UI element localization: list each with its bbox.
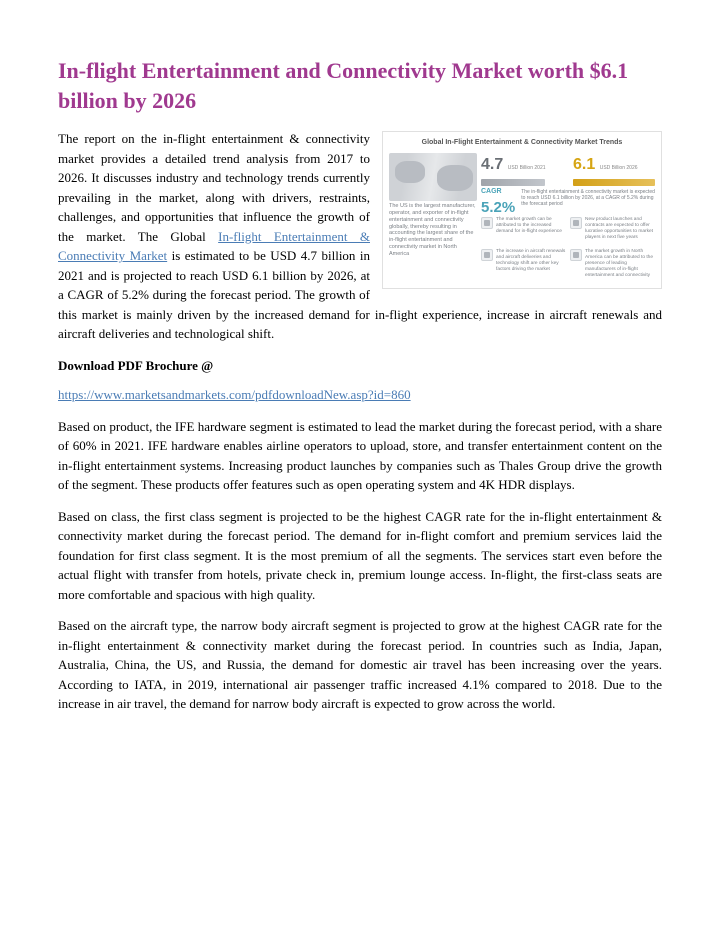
world-map-icon — [389, 153, 477, 201]
bar-2021 — [481, 179, 545, 186]
trend-text: The market growth in North America can b… — [585, 249, 655, 279]
value-2026-unit: USD Billion 2026 — [600, 165, 638, 171]
value-2021-number: 4.7 — [481, 156, 503, 173]
value-2021: 4.7 USD Billion 2021 — [481, 153, 563, 186]
trend-icon — [570, 249, 582, 261]
trend-icon — [570, 217, 582, 229]
page-title: In-flight Entertainment and Connectivity… — [58, 56, 662, 115]
value-2026: 6.1 USD Billion 2026 — [573, 153, 655, 186]
trend-icon — [481, 217, 493, 229]
class-paragraph: Based on class, the first class segment … — [58, 507, 662, 605]
aircraft-paragraph: Based on the aircraft type, the narrow b… — [58, 616, 662, 714]
download-label: Download PDF Brochure @ — [58, 356, 662, 376]
product-paragraph: Based on product, the IFE hardware segme… — [58, 417, 662, 495]
trend-text: The market growth can be attributed to t… — [496, 217, 566, 235]
infographic-left-text: The US is the largest manufacturer, oper… — [389, 203, 477, 283]
value-2026-number: 6.1 — [573, 156, 595, 173]
value-2021-unit: USD Billion 2021 — [508, 165, 546, 171]
bar-2026 — [573, 179, 655, 186]
intro-text-1: The report on the in-flight entertainmen… — [58, 131, 370, 244]
market-trends-infographic: Global In-Flight Entertainment & Connect… — [382, 131, 662, 289]
cagr-label: CAGR — [481, 187, 515, 198]
trend-text: The increase in aircraft renewals and ai… — [496, 249, 566, 273]
infographic-title: Global In-Flight Entertainment & Connect… — [389, 138, 655, 149]
download-pdf-link[interactable]: https://www.marketsandmarkets.com/pdfdow… — [58, 387, 411, 402]
intro-section: Global In-Flight Entertainment & Connect… — [58, 129, 662, 356]
cagr-text: The in-flight entertainment & connectivi… — [521, 187, 655, 207]
trend-text: New product launches and contracts are e… — [585, 217, 655, 241]
trend-icon — [481, 249, 493, 261]
